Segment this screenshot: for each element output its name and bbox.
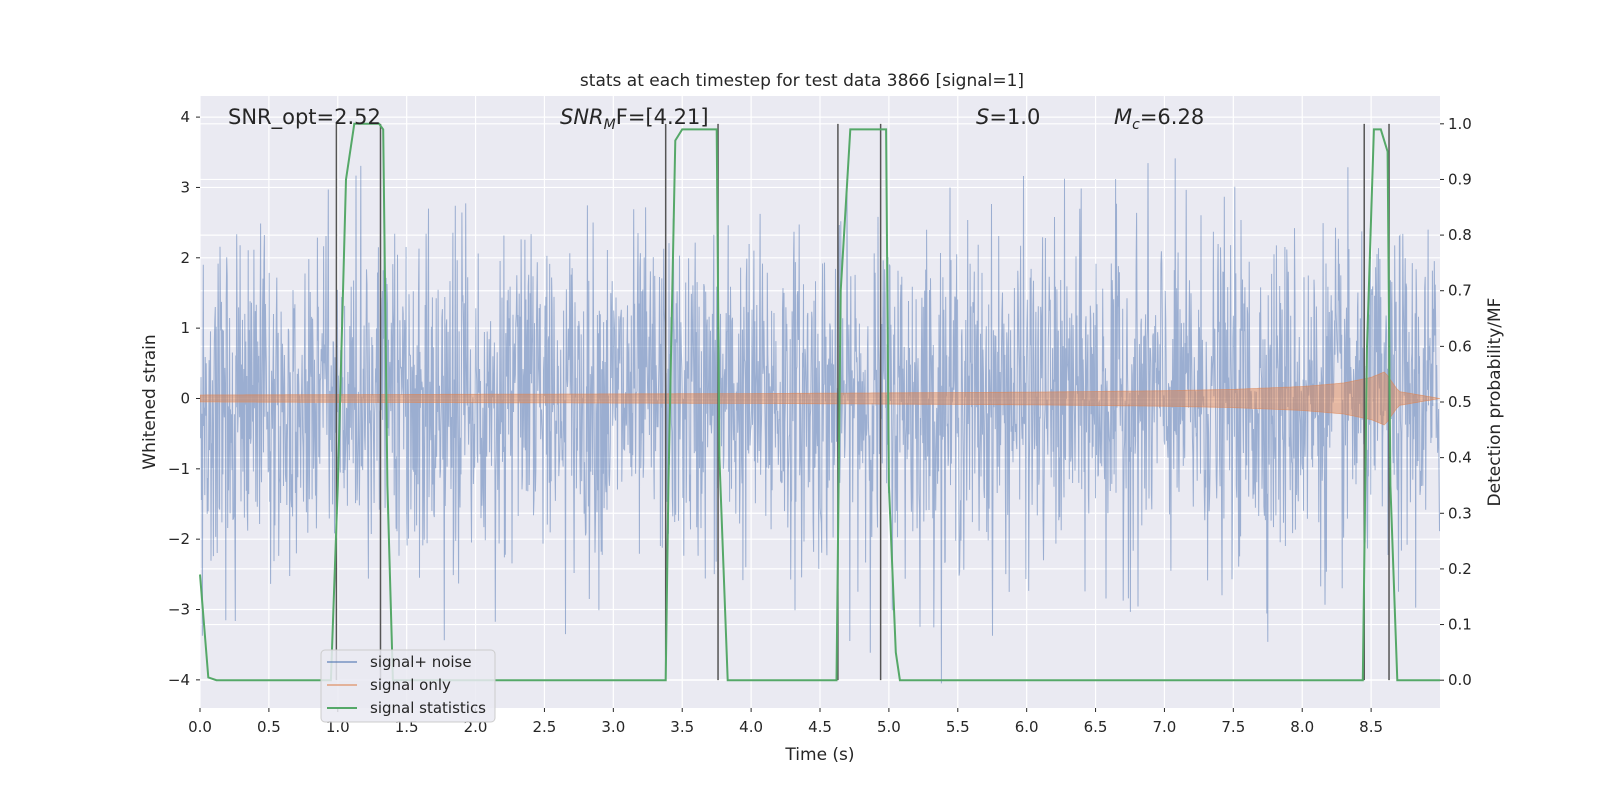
x-tick-label: 8.0	[1290, 718, 1314, 736]
x-tick-label: 4.0	[739, 718, 763, 736]
legend-label-signal-statistics: signal statistics	[370, 699, 486, 717]
series-signal-only	[200, 371, 1440, 426]
legend: signal+ noise signal only signal statist…	[320, 649, 496, 723]
legend-box	[320, 649, 496, 723]
y-left-tick-label: 4	[180, 108, 190, 126]
signal-statistics-line	[199, 122, 1440, 682]
y-left-tick-label: 1	[180, 319, 190, 337]
y-right-tick-label: 0.4	[1448, 449, 1472, 467]
y-left-tick-label: −1	[168, 460, 190, 478]
y-left-tick-label: 0	[180, 389, 190, 407]
x-tick-label: 5.5	[946, 718, 970, 736]
y-right-axis-ticks: 1.0 0.9 0.8 0.7 0.6 0.5 0.4 0.3 0.2 0.1 0.0	[1440, 115, 1472, 689]
y-right-tick-label: 0.8	[1448, 226, 1472, 244]
signal-only-band	[200, 371, 1440, 426]
x-tick-label: 7.5	[1221, 718, 1245, 736]
y-right-axis-label: Detection probability/MF	[1485, 298, 1505, 507]
x-tick-label: 0.0	[188, 718, 212, 736]
annotation-snr-mf: SNRMF=[4.21]	[560, 105, 709, 133]
y-right-tick-label: 0.5	[1448, 393, 1472, 411]
series-signal-statistics	[199, 122, 1440, 682]
annotation-mc: Mc=6.28	[1114, 105, 1204, 133]
x-tick-label: 3.5	[670, 718, 694, 736]
series-signal-noise	[200, 158, 1440, 684]
y-right-tick-label: 0.7	[1448, 282, 1472, 300]
x-tick-label: 8.5	[1359, 718, 1383, 736]
y-left-tick-label: −4	[168, 671, 190, 689]
legend-label-signal-noise: signal+ noise	[370, 653, 472, 671]
chart-title: stats at each timestep for test data 386…	[580, 71, 1024, 91]
annotation-s: S=1.0	[976, 105, 1040, 129]
x-tick-label: 4.5	[808, 718, 832, 736]
signal-noise-line	[200, 158, 1440, 684]
annotation-snr-opt: SNR_opt=2.52	[228, 105, 381, 130]
y-right-tick-label: 0.2	[1448, 560, 1472, 578]
y-left-tick-label: 3	[180, 178, 190, 196]
y-right-tick-label: 0.1	[1448, 616, 1472, 634]
x-axis-label: Time (s)	[784, 745, 854, 765]
x-tick-label: 5.0	[877, 718, 901, 736]
x-tick-label: 6.5	[1084, 718, 1108, 736]
y-right-tick-label: 0.9	[1448, 170, 1472, 188]
x-tick-label: 3.0	[601, 718, 625, 736]
y-right-tick-label: 0.6	[1448, 337, 1472, 355]
x-tick-label: 0.5	[257, 718, 281, 736]
y-left-axis-ticks: 4 3 2 1 0 −1 −2 −3 −4	[168, 108, 200, 689]
y-right-tick-label: 1.0	[1448, 115, 1472, 133]
y-left-tick-label: 2	[180, 249, 190, 267]
x-tick-label: 2.5	[533, 718, 557, 736]
legend-label-signal-only: signal only	[370, 676, 451, 694]
y-right-tick-label: 0.0	[1448, 671, 1472, 689]
x-tick-label: 7.0	[1153, 718, 1177, 736]
x-axis-ticks: 0.0 0.5 1.0 1.5 2.0 2.5 3.0 3.5 4.0 4.5 5.0 5.5 6.0 6…	[188, 708, 1383, 736]
y-left-axis-label: Whitened strain	[140, 334, 160, 469]
x-tick-label: 6.0	[1015, 718, 1039, 736]
y-left-tick-label: −3	[168, 601, 190, 619]
y-right-tick-label: 0.3	[1448, 504, 1472, 522]
y-left-tick-label: −2	[168, 530, 190, 548]
